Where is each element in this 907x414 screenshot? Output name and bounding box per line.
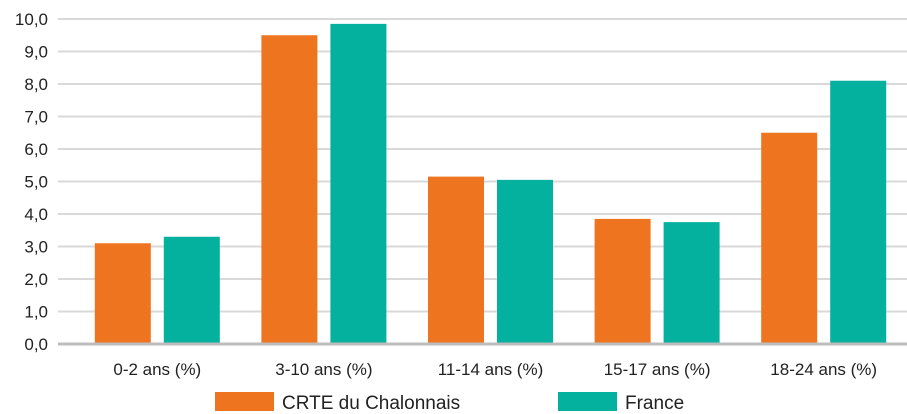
x-category-label: 11-14 ans (%) xyxy=(438,360,544,379)
x-axis-labels: 0-2 ans (%) 3-10 ans (%) 11-14 ans (%) 15-1… xyxy=(113,360,877,379)
y-tick-label: 5,0 xyxy=(24,173,48,192)
legend: CRTE du Chalonnais France xyxy=(215,392,684,414)
bar-crte-0 xyxy=(94,243,151,344)
x-category-label: 18-24 ans (%) xyxy=(770,360,877,379)
y-tick-label: 2,0 xyxy=(24,270,48,289)
y-tick-label: 1,0 xyxy=(24,303,48,322)
y-tick-label: 6,0 xyxy=(24,140,48,159)
bar-france-0 xyxy=(163,236,220,344)
bar-france-2 xyxy=(497,179,553,344)
bar-france-4 xyxy=(830,80,887,344)
y-tick-label: 10,0 xyxy=(15,10,48,29)
bar-crte-1 xyxy=(261,35,318,344)
bar-crte-2 xyxy=(428,176,484,344)
bar-france-3 xyxy=(663,222,720,344)
bars xyxy=(94,23,887,344)
legend-swatch-france xyxy=(558,392,617,411)
x-category-label: 15-17 ans (%) xyxy=(604,360,711,379)
bar-crte-4 xyxy=(761,132,818,344)
x-category-label: 0-2 ans (%) xyxy=(113,360,201,379)
bar-crte-3 xyxy=(594,218,651,344)
legend-swatch-crte xyxy=(215,392,274,411)
legend-label-crte: CRTE du Chalonnais xyxy=(282,393,460,414)
y-tick-label: 0,0 xyxy=(24,335,48,354)
y-tick-label: 7,0 xyxy=(24,108,48,127)
y-tick-label: 3,0 xyxy=(24,238,48,257)
y-tick-label: 8,0 xyxy=(24,75,48,94)
x-category-label: 3-10 ans (%) xyxy=(275,360,372,379)
y-tick-label: 9,0 xyxy=(24,43,48,62)
y-tick-label: 4,0 xyxy=(24,205,48,224)
bar-france-1 xyxy=(330,23,387,344)
y-axis-ticks: 0,0 1,0 2,0 3,0 4,0 5,0 6,0 7,0 8,0 9,0 10,0 xyxy=(15,10,48,354)
legend-label-france: France xyxy=(625,393,684,414)
